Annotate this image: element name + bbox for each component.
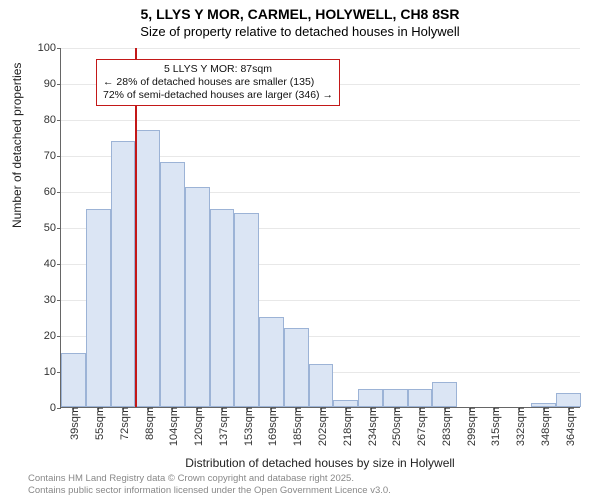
gridline-h bbox=[61, 120, 580, 121]
histogram-bar bbox=[160, 162, 185, 407]
footer-line2: Contains public sector information licen… bbox=[28, 485, 391, 496]
histogram-bar bbox=[432, 382, 457, 407]
y-tick-label: 40 bbox=[28, 258, 61, 270]
y-tick-label: 70 bbox=[28, 150, 61, 162]
x-tick-label: 332sqm bbox=[511, 407, 527, 446]
x-tick-label: 39sqm bbox=[65, 407, 81, 440]
y-tick-label: 80 bbox=[28, 114, 61, 126]
gridline-h bbox=[61, 48, 580, 49]
histogram-bar bbox=[408, 389, 433, 407]
y-tick-label: 20 bbox=[28, 330, 61, 342]
histogram-bar bbox=[185, 187, 210, 407]
annotation-box: 5 LLYS Y MOR: 87sqm← 28% of detached hou… bbox=[96, 59, 340, 106]
x-tick-label: 218sqm bbox=[338, 407, 354, 446]
x-tick-label: 104sqm bbox=[164, 407, 180, 446]
x-tick-label: 137sqm bbox=[214, 407, 230, 446]
footer-line1: Contains HM Land Registry data © Crown c… bbox=[28, 473, 391, 484]
x-tick-label: 120sqm bbox=[189, 407, 205, 446]
y-tick-label: 50 bbox=[28, 222, 61, 234]
x-tick-label: 364sqm bbox=[561, 407, 577, 446]
histogram-bar bbox=[210, 209, 235, 407]
plot-area: 010203040506070809010039sqm55sqm72sqm88s… bbox=[60, 48, 580, 408]
histogram-bar bbox=[309, 364, 334, 407]
x-tick-label: 348sqm bbox=[536, 407, 552, 446]
histogram-bar bbox=[61, 353, 86, 407]
y-tick-label: 90 bbox=[28, 78, 61, 90]
x-tick-label: 299sqm bbox=[462, 407, 478, 446]
x-tick-label: 315sqm bbox=[486, 407, 502, 446]
chart-title-line2: Size of property relative to detached ho… bbox=[0, 24, 600, 39]
y-tick-label: 0 bbox=[28, 402, 61, 414]
x-axis-label: Distribution of detached houses by size … bbox=[60, 456, 580, 470]
histogram-bar bbox=[556, 393, 581, 407]
x-tick-label: 250sqm bbox=[387, 407, 403, 446]
annotation-line1: 5 LLYS Y MOR: 87sqm bbox=[103, 63, 333, 76]
histogram-bar bbox=[284, 328, 309, 407]
x-tick-label: 88sqm bbox=[140, 407, 156, 440]
histogram-bar bbox=[531, 403, 556, 407]
y-tick-label: 100 bbox=[28, 42, 61, 54]
annotation-line2: ← 28% of detached houses are smaller (13… bbox=[103, 76, 333, 89]
histogram-bar bbox=[358, 389, 383, 407]
x-tick-label: 153sqm bbox=[239, 407, 255, 446]
y-axis-label: Number of detached properties bbox=[10, 63, 24, 228]
histogram-bar bbox=[259, 317, 284, 407]
chart-title-line1: 5, LLYS Y MOR, CARMEL, HOLYWELL, CH8 8SR bbox=[0, 6, 600, 22]
y-tick-label: 60 bbox=[28, 186, 61, 198]
x-tick-label: 283sqm bbox=[437, 407, 453, 446]
x-tick-label: 202sqm bbox=[313, 407, 329, 446]
histogram-bar bbox=[111, 141, 136, 407]
annotation-line3: 72% of semi-detached houses are larger (… bbox=[103, 89, 333, 102]
y-tick-label: 30 bbox=[28, 294, 61, 306]
histogram-bar bbox=[234, 213, 259, 407]
x-tick-label: 185sqm bbox=[288, 407, 304, 446]
x-tick-label: 234sqm bbox=[363, 407, 379, 446]
x-tick-label: 72sqm bbox=[115, 407, 131, 440]
x-tick-label: 267sqm bbox=[412, 407, 428, 446]
histogram-bar bbox=[333, 400, 358, 407]
x-tick-label: 55sqm bbox=[90, 407, 106, 440]
x-tick-label: 169sqm bbox=[263, 407, 279, 446]
footer-attribution: Contains HM Land Registry data © Crown c… bbox=[28, 473, 391, 496]
histogram-bar bbox=[383, 389, 408, 407]
histogram-bar bbox=[86, 209, 111, 407]
histogram-bar bbox=[135, 130, 160, 407]
y-tick-label: 10 bbox=[28, 366, 61, 378]
